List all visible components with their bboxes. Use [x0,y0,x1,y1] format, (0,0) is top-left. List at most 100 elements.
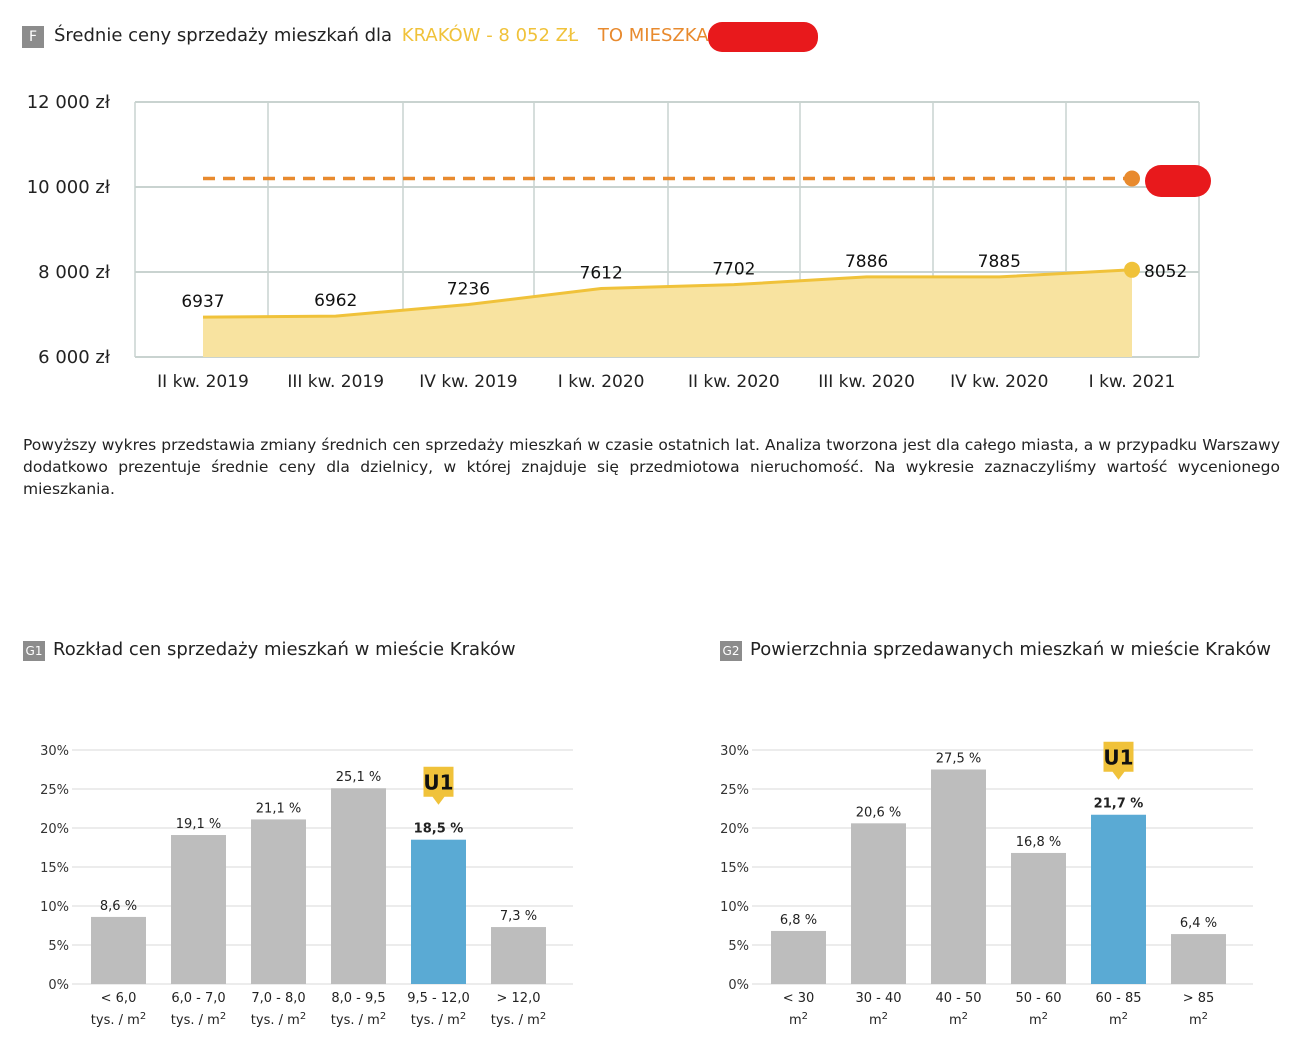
bar [251,819,306,984]
x-tick-label: < 30 [783,991,815,1006]
unit-text: m [1189,1013,1202,1028]
x-tick-label: 6,0 - 7,0 [171,991,225,1006]
y-tick-label: 30% [720,744,749,759]
bar-value-label: 18,5 % [414,822,464,837]
bar-value-label: 6,8 % [780,913,817,928]
x-tick-label: < 6,0 [101,991,137,1006]
y-tick-label: 0% [728,978,749,993]
bar [1011,852,1066,984]
y-tick-label: 15% [40,861,69,876]
highlighted-bar [411,839,466,984]
unit-text: m [869,1013,882,1028]
x-unit-label: tys. / m2 [491,1011,546,1028]
selected-flat-marker [423,766,454,805]
unit-superscript: 2 [882,1011,888,1022]
y-tick-label: 10% [40,900,69,915]
unit-superscript: 2 [1202,1011,1208,1022]
unit-text: m [949,1013,962,1028]
unit-superscript: 2 [380,1011,386,1022]
flat-value-layer [203,170,1140,187]
x-tick-label: 50 - 60 [1015,991,1061,1006]
x-unit-label: tys. / m2 [91,1011,146,1028]
x-tick-label: IV kw. 2019 [419,372,517,392]
bar-value-label: 8,6 % [100,899,137,914]
y-tick-label: 0% [48,978,69,993]
y-tick-label: 15% [720,861,749,876]
selected-flat-marker [1103,741,1134,780]
y-tick-label: 25% [720,783,749,798]
selected-flat-marker-label: U1 [423,771,453,795]
bar-value-label: 6,4 % [1180,916,1217,931]
chart-description: Powyższy wykres przedstawia zmiany średn… [23,436,1280,498]
x-unit-label: m2 [869,1011,888,1028]
price-trend-area-layer [202,261,1140,357]
unit-text: tys. / m [91,1013,140,1028]
bar-value-label: 21,7 % [1094,797,1144,812]
flat-legend-label: TO MIESZKANIE [597,25,739,46]
unit-superscript: 2 [300,1011,306,1022]
price-trend-labels: 6 000 zł 8 000 zł 10 000 zł 12 000 zł 6937 69… [27,92,1188,392]
city-legend-label: KRAKÓW - 8 052 ZŁ [401,25,579,46]
x-tick-label: 9,5 - 12,0 [407,991,470,1006]
bar [171,835,226,984]
unit-superscript: 2 [1042,1011,1048,1022]
price-value-label: 6937 [181,292,224,312]
x-unit-label: tys. / m2 [331,1011,386,1028]
bar [1171,934,1226,984]
x-unit-label: m2 [1029,1011,1048,1028]
y-tick-label: 10% [720,900,749,915]
bar [491,927,546,984]
price-value-label: 7886 [845,252,888,272]
unit-text: m [789,1013,802,1028]
bar-value-label: 20,6 % [856,805,901,820]
unit-text: tys. / m [251,1013,300,1028]
x-tick-label: IV kw. 2020 [950,372,1048,392]
unit-text: m [1109,1013,1122,1028]
y-tick-label: 25% [40,783,69,798]
x-unit-label: tys. / m2 [171,1011,226,1028]
price-value-label: 8052 [1144,262,1187,282]
city-area-fill [203,269,1132,357]
unit-superscript: 2 [962,1011,968,1022]
price-trend-chart: 6 000 zł 8 000 zł 10 000 zł 12 000 zł 6937 69… [27,92,1200,392]
unit-text: m [1029,1013,1042,1028]
x-tick-label: III kw. 2019 [287,372,384,392]
section-f-title-text: Średnie ceny sprzedaży mieszkań dla [54,25,393,46]
x-tick-label: I kw. 2021 [1089,372,1176,392]
unit-text: tys. / m [491,1013,540,1028]
bar-value-label: 7,3 % [500,909,537,924]
x-tick-label: > 12,0 [497,991,541,1006]
section-f-badge: F [22,26,44,48]
x-unit-label: m2 [789,1011,808,1028]
y-tick-label: 20% [40,822,69,837]
redacted-mark-title [708,22,818,52]
city-last-point [1124,261,1140,278]
x-tick-label: 40 - 50 [935,991,981,1006]
unit-text: tys. / m [331,1013,380,1028]
unit-superscript: 2 [220,1011,226,1022]
bar-value-label: 16,8 % [1016,835,1061,850]
y-tick-label: 5% [48,939,69,954]
bar [91,916,146,984]
unit-superscript: 2 [140,1011,146,1022]
flat-value-point [1124,170,1140,187]
redacted-mark-chart [1145,165,1211,197]
y-tick-label: 12 000 zł [27,92,111,113]
bar [771,930,826,984]
section-g2-badge: G2 [720,641,742,661]
unit-superscript: 2 [540,1011,546,1022]
highlighted-bar [1091,814,1146,984]
x-tick-label: III kw. 2020 [818,372,915,392]
price-value-label: 6962 [314,291,357,311]
section-g2-title: Powierzchnia sprzedawanych mieszkań w mi… [750,639,1271,660]
y-tick-label: 6 000 zł [38,347,111,368]
bar-value-label: 25,1 % [336,770,381,785]
bar-value-label: 19,1 % [176,817,221,832]
y-tick-label: 10 000 zł [27,177,111,198]
x-tick-label: 7,0 - 8,0 [251,991,305,1006]
bar-value-label: 21,1 % [256,801,301,816]
y-tick-label: 20% [720,822,749,837]
x-tick-label: II kw. 2019 [157,372,249,392]
price-value-label: 7702 [712,260,755,280]
